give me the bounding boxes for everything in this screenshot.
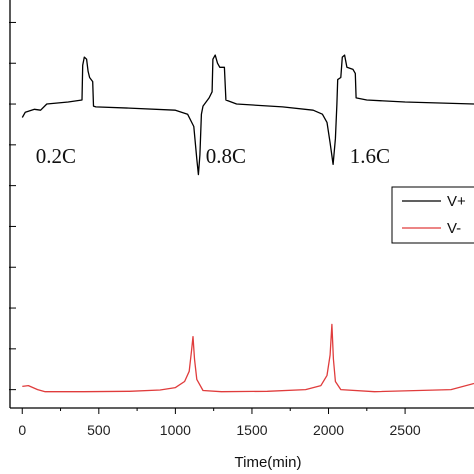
annotation-0: 0.2C	[36, 144, 76, 168]
annotation-1: 0.8C	[206, 144, 246, 168]
series-layer	[21, 54, 474, 393]
legend: V+ V-	[391, 186, 474, 244]
axes: 0 500 1000 1500 2000 2500	[9, 0, 474, 438]
x-tick-label-0: 0	[18, 422, 26, 438]
annotation-layer: 0.2C 0.8C 1.6C	[36, 144, 390, 168]
legend-box	[391, 186, 474, 244]
x-tick-label-500: 500	[87, 422, 111, 438]
x-axis-label: Time(min)	[235, 454, 302, 471]
series-line-v-plus	[21, 54, 474, 176]
x-tick-label-1000: 1000	[160, 422, 191, 438]
legend-entry-v-plus: V+	[447, 193, 466, 210]
legend-entry-v-minus: V-	[447, 220, 461, 237]
x-tick-label-1500: 1500	[236, 422, 267, 438]
x-tick-label-2000: 2000	[313, 422, 344, 438]
series-line-v-minus	[22, 323, 474, 393]
annotation-2: 1.6C	[350, 144, 390, 168]
x-tick-label-2500: 2500	[390, 422, 421, 438]
